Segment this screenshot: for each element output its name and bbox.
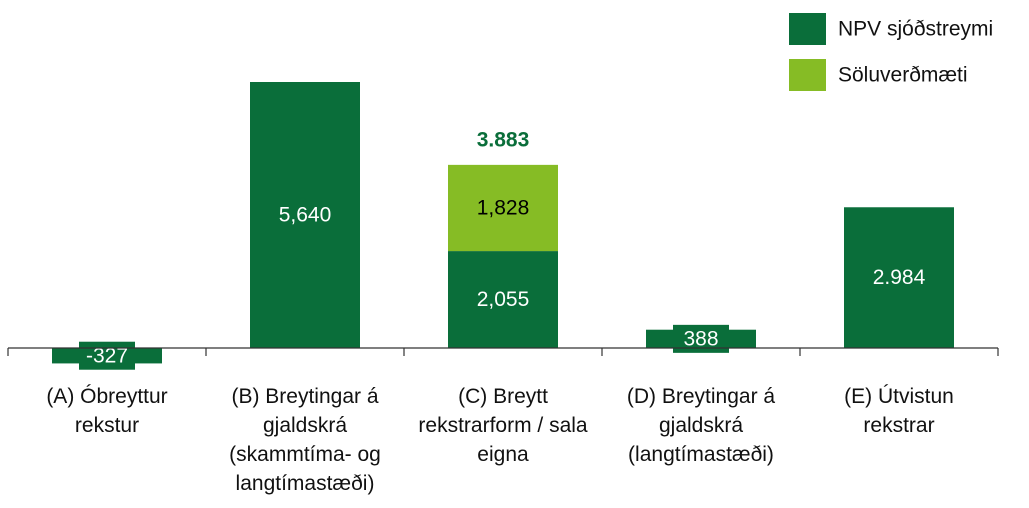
- category-label: (B) Breytingar á gjaldskrá (skammtíma- o…: [229, 385, 381, 495]
- legend-label: NPV sjóðstreymi: [838, 18, 993, 41]
- total-label: 3.883: [477, 128, 530, 151]
- data-label: 388: [683, 327, 718, 350]
- legend-label: Söluverðmæti: [838, 64, 968, 87]
- bar-segment: [844, 207, 954, 348]
- data-label-bg: [79, 341, 135, 370]
- category-label: (E) Útvistun rekstrar: [844, 385, 954, 437]
- data-label: 5,640: [279, 204, 332, 227]
- bar-segment: [250, 82, 360, 348]
- data-label: -327: [86, 344, 128, 367]
- category-label: (A) Óbreyttur rekstur: [46, 385, 168, 437]
- data-label: 2.984: [873, 266, 926, 289]
- category-label: (C) Breytt rekstrarform / sala eigna: [418, 385, 588, 466]
- bar-segment: [448, 164, 558, 252]
- data-label: 2,055: [477, 288, 530, 311]
- bar-segment: [448, 251, 558, 348]
- legend-swatch: [789, 59, 826, 91]
- legend-swatch: [789, 13, 826, 45]
- data-label: 1,828: [477, 197, 530, 220]
- category-label: (D) Breytingar á gjaldskrá (langtímastæð…: [626, 385, 776, 466]
